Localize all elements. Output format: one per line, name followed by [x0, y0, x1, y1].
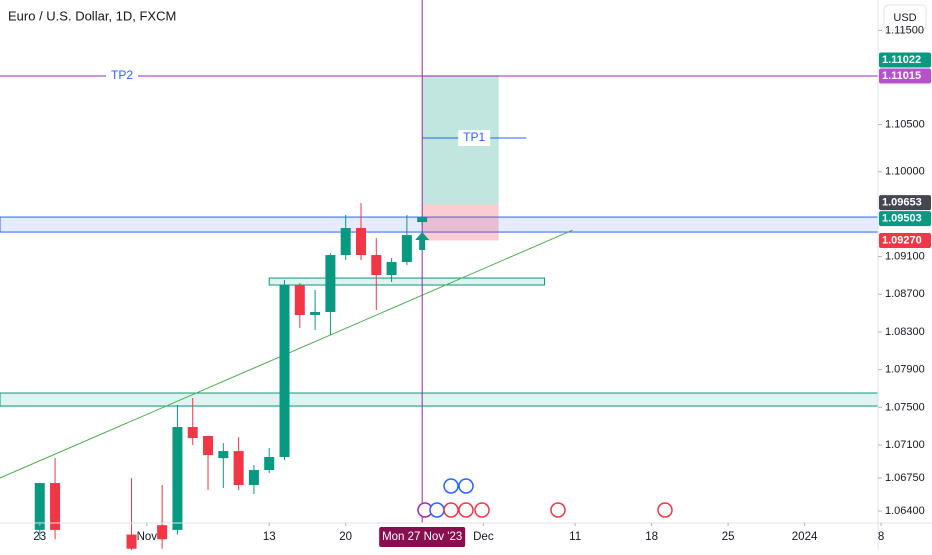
candle-body [248, 470, 259, 486]
level-label-bg [106, 68, 138, 85]
y-tick-label: 1.07900 [885, 364, 925, 376]
candle-body [50, 483, 61, 530]
y-tick-label: 1.07100 [885, 439, 925, 451]
level-label: TP2 [111, 68, 133, 82]
candle-body [386, 262, 397, 276]
candle-body [340, 227, 351, 256]
y-tick-label: 1.10000 [885, 166, 925, 178]
chart-title: Euro / U.S. Dollar, 1D, FXCM [8, 8, 176, 23]
signal-arrow [415, 232, 430, 251]
stop-zone [422, 204, 499, 241]
candle-body [233, 451, 244, 486]
event-icons [417, 478, 673, 518]
price-label [879, 211, 931, 227]
x-tick-label: 25 [722, 531, 735, 543]
price-label-text: 1.11015 [882, 70, 921, 82]
x-tick-label: Nov [137, 531, 158, 543]
price-label [879, 52, 931, 68]
level-label-bg [458, 129, 491, 146]
candle-body [34, 483, 45, 530]
x-tick-label: 11 [569, 531, 581, 543]
candle-body [294, 285, 305, 315]
price-label [879, 233, 931, 249]
y-tick-label: 1.11500 [885, 24, 924, 36]
crosshair-date: Mon 27 Nov '23 [382, 531, 462, 543]
candle-body [126, 534, 137, 549]
candle-body [264, 457, 275, 471]
x-tick-label: 18 [645, 531, 658, 543]
candle-body [325, 255, 336, 312]
y-tick-label: 1.08300 [885, 326, 925, 338]
y-tick-label: 1.07500 [885, 401, 925, 413]
x-tick-label: 13 [263, 531, 276, 543]
price-label [879, 68, 931, 84]
x-tick-label: 20 [339, 531, 352, 543]
price-label-text: 1.09270 [882, 234, 922, 246]
candle-body [371, 255, 382, 276]
x-tick-label: 23 [33, 531, 46, 543]
candle-body [157, 525, 168, 540]
y-tick-label: 1.06750 [885, 472, 925, 484]
candle-body [355, 227, 366, 256]
zone [0, 392, 879, 407]
candle-body [401, 235, 412, 263]
currency-button[interactable] [883, 4, 927, 31]
plot-area: TP2 TP1 [0, 0, 879, 555]
y-tick-label: 1.08700 [885, 288, 925, 300]
x-tick-label: Dec [473, 531, 494, 543]
currency-label[interactable]: USD [893, 12, 916, 24]
price-label-text: 1.09653 [882, 196, 922, 208]
zone [268, 277, 546, 286]
price-label [879, 195, 931, 211]
candle-body [218, 451, 229, 459]
candle-body [172, 427, 183, 530]
candle-body [203, 436, 214, 456]
candle-body [279, 285, 290, 458]
price-label-text: 1.09503 [882, 212, 922, 224]
price-label-text: 1.11022 [882, 54, 921, 66]
x-tick-label: 2024 [792, 531, 818, 543]
level-label: TP1 [463, 130, 485, 144]
candle-body [187, 427, 198, 438]
y-tick-label: 1.09100 [885, 250, 925, 262]
y-tick-label: 1.10500 [885, 119, 925, 131]
x-tick-label: 8 [878, 531, 884, 543]
candle-body [310, 311, 321, 315]
candle-body [417, 217, 428, 223]
crosshair-date-bg [379, 527, 466, 547]
y-tick-label: 1.06400 [885, 505, 925, 517]
